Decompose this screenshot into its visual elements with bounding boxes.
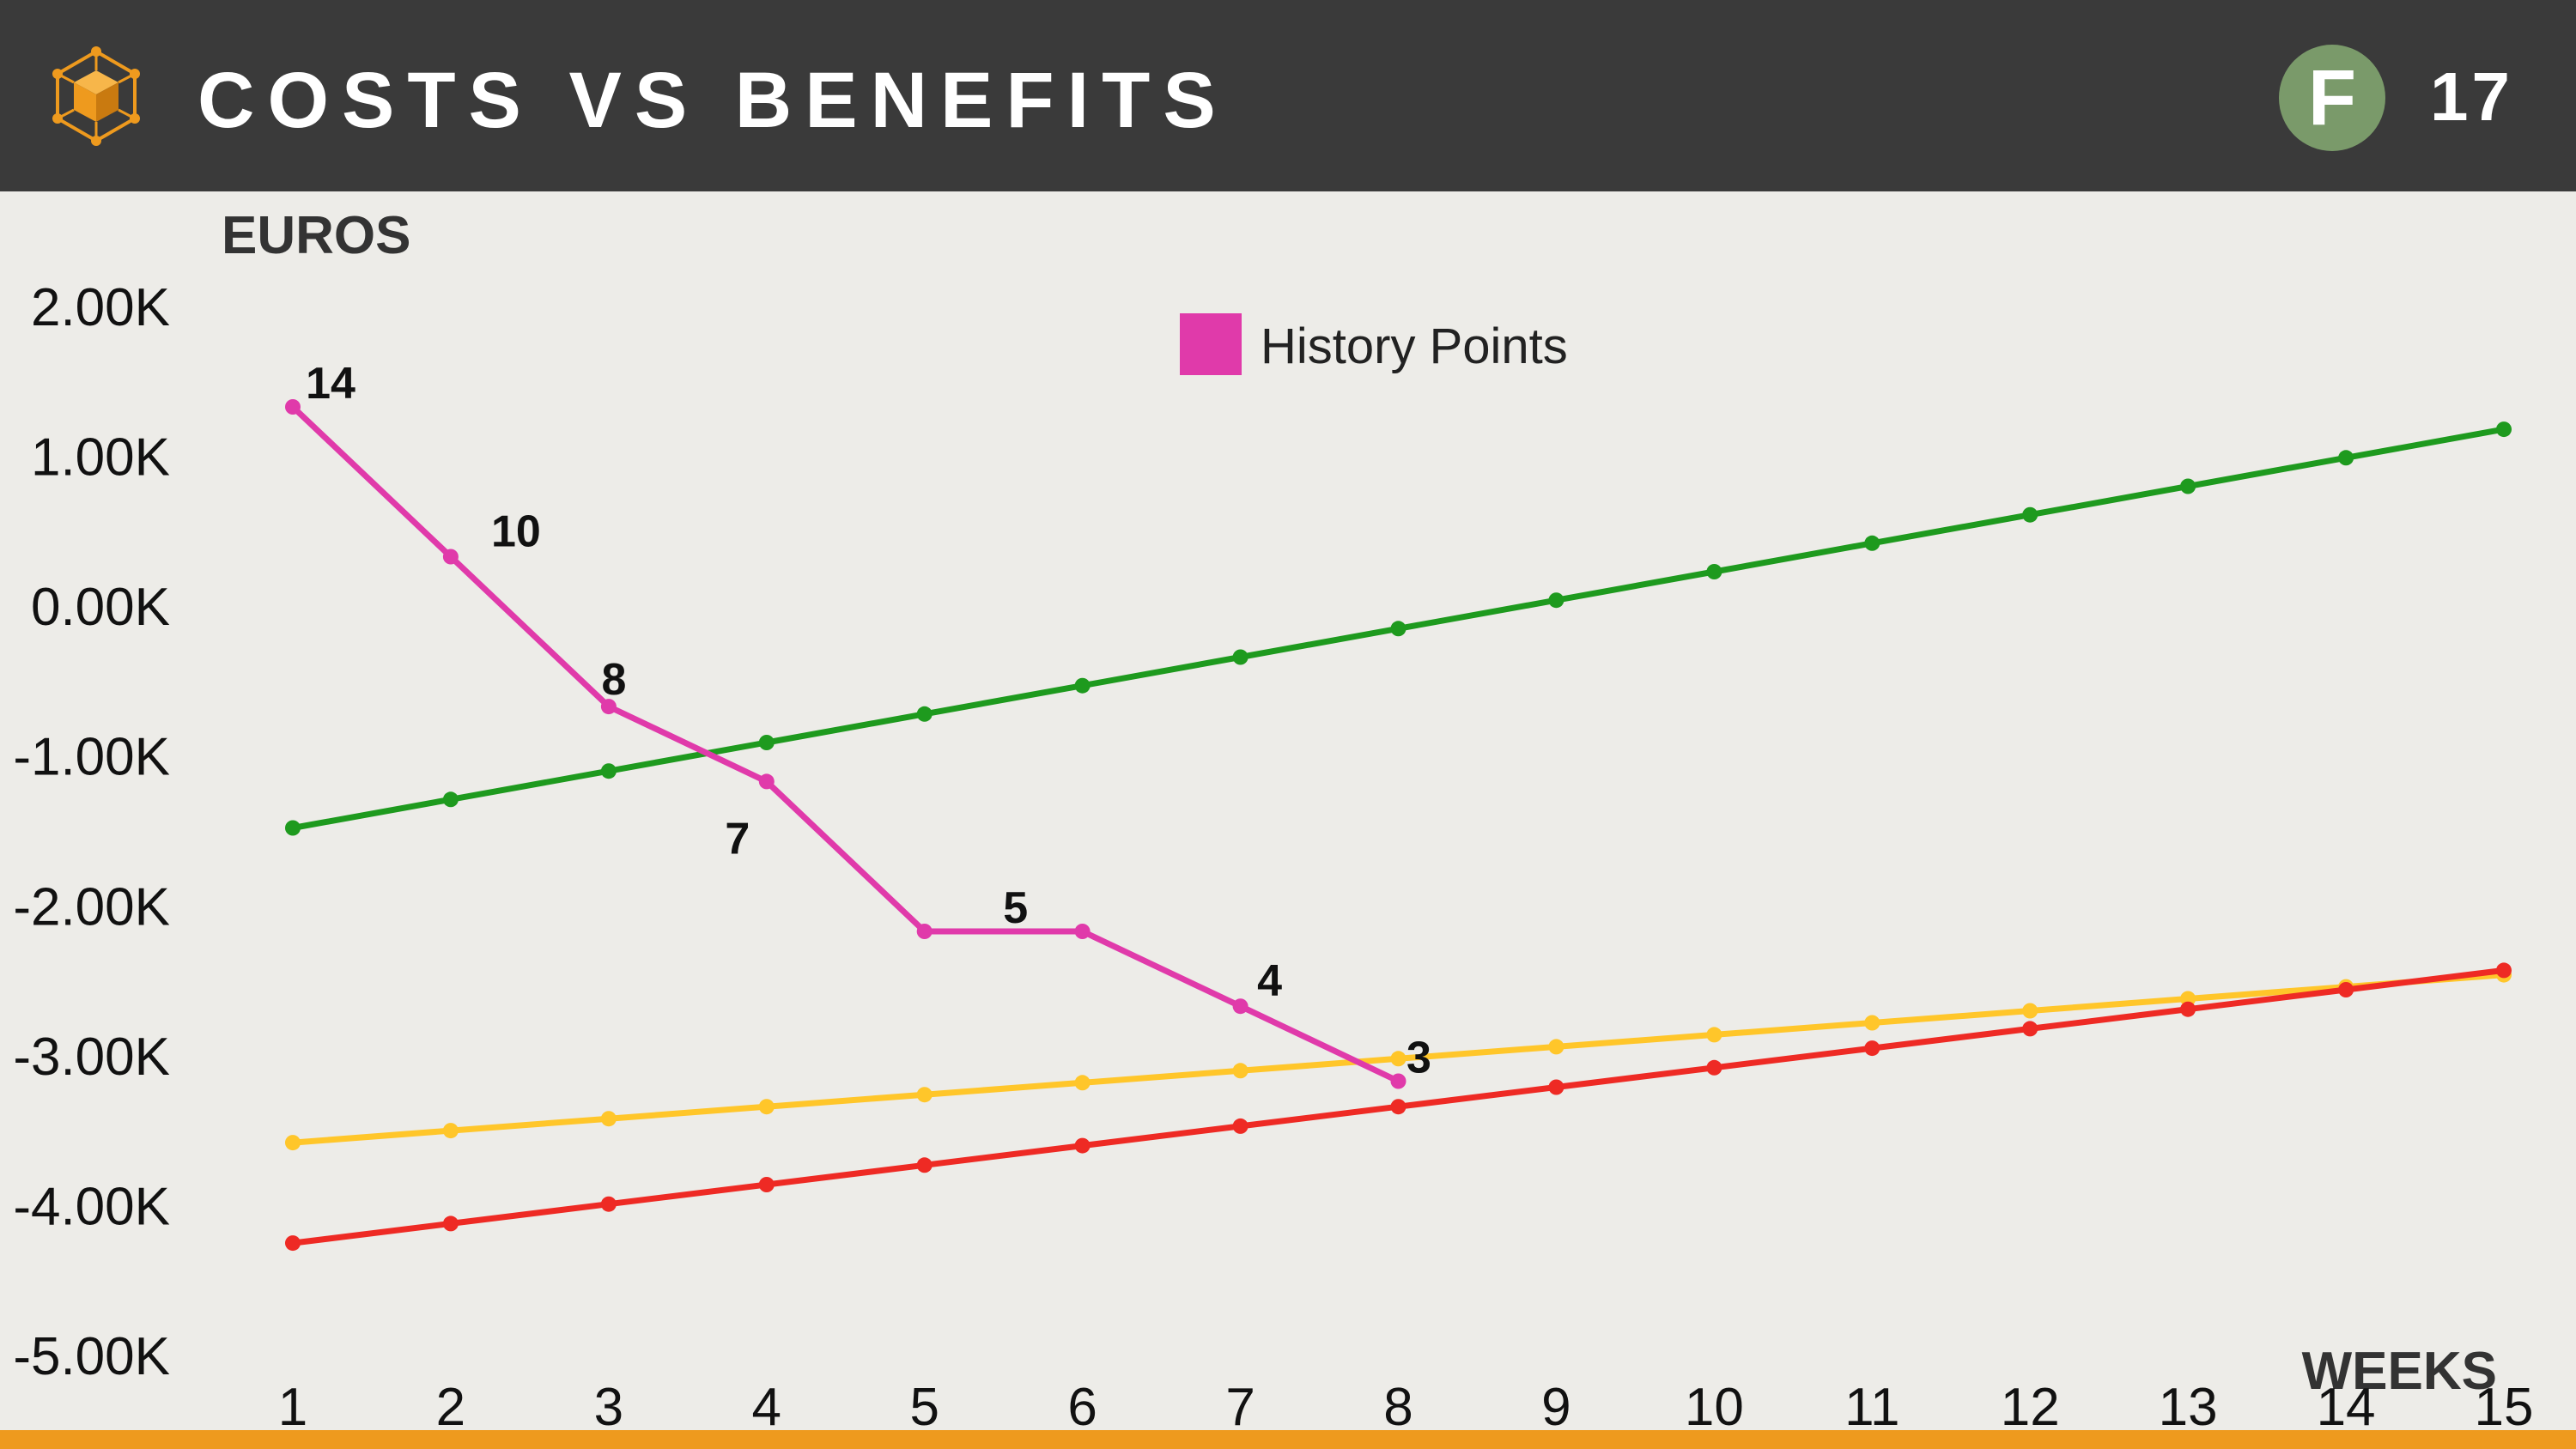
data-point xyxy=(442,549,459,565)
data-point xyxy=(2022,1003,2038,1019)
data-point xyxy=(1390,1099,1406,1115)
data-label: 10 xyxy=(491,507,541,557)
data-point xyxy=(600,1196,617,1212)
data-point xyxy=(600,1111,617,1127)
data-point xyxy=(1232,1118,1249,1134)
x-tick-label: 10 xyxy=(1685,1378,1744,1430)
data-point xyxy=(2338,450,2354,466)
y-tick-label: -5.00K xyxy=(13,1327,170,1386)
data-point xyxy=(916,706,933,722)
data-label: 4 xyxy=(1257,956,1282,1006)
data-point xyxy=(442,1123,459,1139)
data-point xyxy=(1074,924,1091,939)
data-label: 8 xyxy=(601,655,626,705)
x-axis-title: WEEKS xyxy=(2302,1342,2497,1401)
data-point xyxy=(1706,1059,1722,1076)
x-tick-label: 15 xyxy=(2475,1378,2534,1430)
page-title: COSTS VS BENEFITS xyxy=(197,57,1229,144)
y-tick-label: 1.00K xyxy=(31,428,170,488)
data-point xyxy=(916,1157,933,1173)
line-chart: EUROS WEEKS 2.00K 1.00K 0.00K -1.00K -2.00K -… xyxy=(13,206,2534,1430)
data-point xyxy=(285,399,301,415)
data-point xyxy=(1390,1073,1406,1089)
data-point xyxy=(2496,962,2512,979)
data-point xyxy=(1864,1040,1880,1057)
footer-accent-bar xyxy=(0,1430,2576,1449)
x-tick-label: 9 xyxy=(1541,1378,1571,1430)
data-point xyxy=(1074,1075,1091,1091)
data-point xyxy=(758,773,775,790)
y-tick-label: -2.00K xyxy=(13,877,170,937)
data-point xyxy=(600,763,617,779)
data-point xyxy=(758,1099,775,1115)
avatar-badge: F xyxy=(2279,45,2385,151)
data-label: 5 xyxy=(1003,883,1028,933)
data-point xyxy=(600,699,617,715)
data-label: 7 xyxy=(725,814,750,864)
x-tick-label: 12 xyxy=(2001,1378,2060,1430)
x-tick-label: 6 xyxy=(1067,1378,1097,1430)
data-point xyxy=(1864,1015,1880,1031)
x-tick-label: 7 xyxy=(1225,1378,1255,1430)
x-tick-label: 8 xyxy=(1383,1378,1413,1430)
y-tick-label: 0.00K xyxy=(31,578,170,637)
x-tick-label: 3 xyxy=(594,1378,623,1430)
x-tick-label: 5 xyxy=(909,1378,939,1430)
y-tick-label: -3.00K xyxy=(13,1028,170,1087)
data-label: 14 xyxy=(306,359,355,409)
legend-swatch-history-points xyxy=(1180,313,1242,375)
x-tick-label: 2 xyxy=(436,1378,465,1430)
header-bar: COSTS VS BENEFITS F 17 xyxy=(0,0,2576,191)
data-point xyxy=(2022,1021,2038,1037)
data-point xyxy=(285,1235,301,1252)
data-point xyxy=(1864,535,1880,551)
data-point xyxy=(916,1087,933,1103)
data-point xyxy=(1074,1137,1091,1154)
data-point xyxy=(2180,1001,2196,1017)
data-point xyxy=(1232,649,1249,665)
data-point xyxy=(442,1216,459,1232)
legend-label-history-points: History Points xyxy=(1261,318,1568,374)
data-point xyxy=(1390,621,1406,637)
page-number: 17 xyxy=(2430,58,2513,135)
y-axis-title: EUROS xyxy=(222,206,410,265)
data-point xyxy=(285,1135,301,1151)
y-tick-label: -1.00K xyxy=(13,728,170,787)
data-point xyxy=(1074,677,1091,694)
x-tick-label: 1 xyxy=(278,1378,307,1430)
data-point xyxy=(916,924,933,939)
y-tick-label: 2.00K xyxy=(31,278,170,337)
data-point xyxy=(285,820,301,836)
data-point xyxy=(1706,564,1722,579)
data-point xyxy=(2180,478,2196,494)
series-line-history-points xyxy=(290,404,1400,1084)
data-point xyxy=(1390,1051,1406,1067)
x-tick-label: 13 xyxy=(2159,1378,2218,1430)
data-point xyxy=(442,791,459,808)
cube-logo-icon xyxy=(52,46,140,146)
y-tick-label: -4.00K xyxy=(13,1177,170,1236)
data-point xyxy=(2338,982,2354,997)
data-point xyxy=(1232,998,1249,1015)
data-point xyxy=(1232,1063,1249,1079)
data-point xyxy=(2022,506,2038,523)
data-point xyxy=(1548,1079,1564,1095)
x-tick-label: 11 xyxy=(1844,1378,1899,1430)
data-point xyxy=(758,1177,775,1192)
data-point xyxy=(2496,421,2512,438)
legend: History Points xyxy=(1180,313,1568,375)
data-point xyxy=(1706,1027,1722,1043)
x-tick-label: 14 xyxy=(2317,1378,2376,1430)
data-point xyxy=(758,735,775,750)
x-tick-label: 4 xyxy=(752,1378,781,1430)
data-point xyxy=(1548,1039,1564,1055)
data-point xyxy=(1548,592,1564,609)
data-label: 3 xyxy=(1406,1034,1431,1083)
